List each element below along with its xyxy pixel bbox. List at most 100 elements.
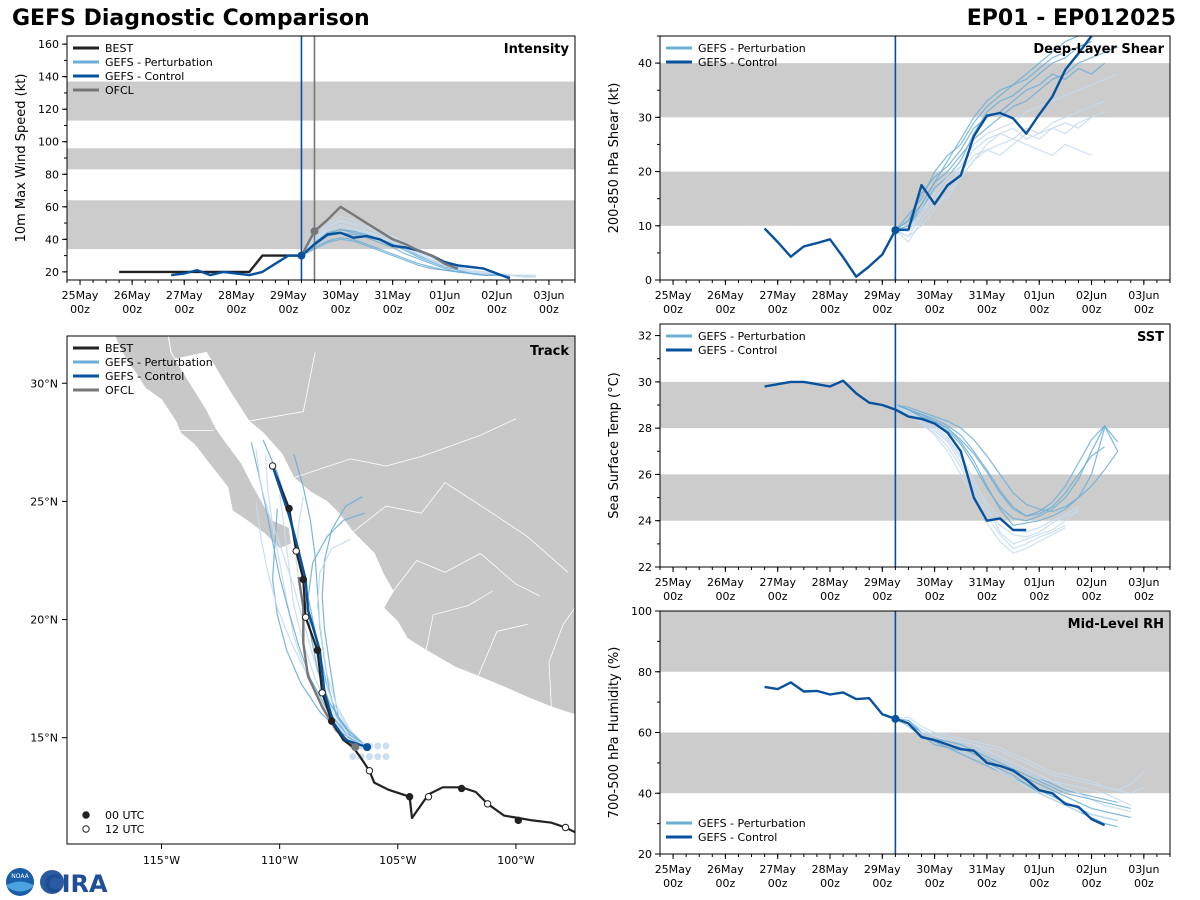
shear-ensemble-member-line bbox=[895, 116, 1092, 238]
track-marker-legend-label: 00 UTC bbox=[105, 809, 145, 822]
rh-x-tick-hour: 00z bbox=[1082, 877, 1102, 890]
rh-y-tick-label: 60 bbox=[638, 727, 652, 740]
rh-panel: 2040608010025May00z26May00z27May00z28May… bbox=[607, 605, 1171, 890]
shear-x-tick-hour: 00z bbox=[663, 303, 683, 316]
rh-plot-area bbox=[660, 611, 1170, 854]
state-border-line bbox=[548, 607, 575, 708]
track-y-tick-label: 20°N bbox=[30, 614, 58, 627]
intensity-band bbox=[67, 81, 575, 121]
sst-gefs-control-line bbox=[764, 379, 1027, 532]
shear-x-tick-date: 02Jun bbox=[1076, 289, 1107, 302]
rh-x-tick-date: 25May bbox=[655, 863, 692, 876]
intensity-legend-label: OFCL bbox=[105, 84, 135, 97]
intensity-x-tick-date: 02Jun bbox=[481, 289, 512, 302]
ensemble-start-dot bbox=[365, 753, 373, 761]
intensity-y-tick-label: 20 bbox=[45, 266, 59, 279]
track-frame bbox=[66, 335, 576, 845]
intensity-x-tick-date: 30May bbox=[322, 289, 359, 302]
sst-x-tick-hour: 00z bbox=[715, 590, 735, 603]
sst-x-tick-date: 31May bbox=[969, 576, 1006, 589]
intensity-x-tick-date: 29May bbox=[270, 289, 307, 302]
shear-x-tick-date: 30May bbox=[916, 289, 953, 302]
shear-x-tick-date: 25May bbox=[655, 289, 692, 302]
intensity-legend-label: BEST bbox=[105, 42, 133, 55]
intensity-ofcl-line bbox=[300, 205, 459, 270]
track-y-tick-label: 25°N bbox=[30, 495, 58, 508]
sst-x-tick-hour: 00z bbox=[663, 590, 683, 603]
intensity-y-tick-label: 80 bbox=[45, 168, 59, 181]
cira-noaa-logo: NOAA CIRA bbox=[6, 868, 108, 898]
rh-x-tick-hour: 00z bbox=[768, 877, 788, 890]
shear-start-marker bbox=[891, 226, 900, 235]
rh-x-tick-hour: 00z bbox=[925, 877, 945, 890]
control-track-line bbox=[271, 465, 368, 749]
sst-y-tick-label: 28 bbox=[638, 422, 652, 435]
intensity-x-tick-hour: 00z bbox=[70, 303, 90, 316]
rh-x-tick-hour: 00z bbox=[663, 877, 683, 890]
sst-ensemble-member-line bbox=[895, 404, 1106, 526]
intensity-x-tick-date: 26May bbox=[114, 289, 151, 302]
best-marker-12utc bbox=[424, 793, 433, 801]
sst-ensemble-member-line bbox=[895, 404, 1105, 517]
shear-plot-area bbox=[660, 36, 1170, 280]
intensity-plot-area bbox=[67, 36, 575, 280]
track-x-tick-label: 105°W bbox=[379, 854, 416, 867]
rh-x-tick-date: 28May bbox=[812, 863, 849, 876]
shear-title: Deep-Layer Shear bbox=[1033, 42, 1164, 57]
sst-x-tick-date: 01Jun bbox=[1024, 576, 1055, 589]
shear-y-tick-label: 10 bbox=[638, 220, 652, 233]
shear-ensemble-member-line bbox=[895, 138, 1092, 232]
sst-ensemble-member-line bbox=[895, 404, 1119, 513]
intensity-best-line bbox=[119, 254, 302, 274]
shear-x-tick-hour: 00z bbox=[977, 303, 997, 316]
rh-x-tick-date: 01Jun bbox=[1024, 863, 1055, 876]
rh-ensemble-member-line bbox=[895, 718, 1132, 806]
state-border-line bbox=[293, 456, 422, 479]
best-marker-00utc bbox=[285, 504, 293, 513]
intensity-y-axis-label: 10m Max Wind Speed (kt) bbox=[14, 74, 29, 243]
rh-x-tick-hour: 00z bbox=[977, 877, 997, 890]
rh-gefs-control-line bbox=[764, 681, 1106, 827]
shear-x-tick-date: 27May bbox=[759, 289, 796, 302]
sst-legend-label: GEFS - Control bbox=[698, 344, 777, 357]
best-marker-00utc bbox=[299, 575, 307, 584]
best-marker-00utc bbox=[457, 784, 466, 793]
shear-panel: 01020304025May00z26May00z27May00z28May00… bbox=[607, 35, 1171, 316]
intensity-title: Intensity bbox=[504, 42, 570, 57]
rh-y-tick-label: 80 bbox=[638, 666, 652, 679]
intensity-y-tick-label: 60 bbox=[45, 201, 59, 214]
shear-gefs-control-line bbox=[763, 36, 1093, 278]
sst-x-tick-date: 27May bbox=[759, 576, 796, 589]
ensemble-start-dot bbox=[374, 753, 382, 761]
shear-frame bbox=[659, 35, 1171, 281]
cira-logo-text: CIRA bbox=[44, 870, 108, 898]
best-marker-12utc bbox=[365, 767, 374, 775]
track-legend-label: OFCL bbox=[105, 384, 135, 397]
rh-y-tick-label: 100 bbox=[631, 605, 652, 618]
sst-x-tick-date: 03Jun bbox=[1128, 576, 1159, 589]
shear-x-tick-date: 29May bbox=[864, 289, 901, 302]
sst-band bbox=[660, 474, 1170, 521]
rh-ensemble-member-line bbox=[895, 716, 1145, 794]
intensity-x-tick-date: 25May bbox=[62, 289, 99, 302]
best-marker-12utc bbox=[292, 547, 300, 555]
best-marker-12utc bbox=[301, 613, 310, 621]
intensity-x-tick-hour: 00z bbox=[279, 303, 299, 316]
state-border-line bbox=[421, 418, 517, 457]
shear-x-tick-hour: 00z bbox=[715, 303, 735, 316]
shear-x-tick-hour: 00z bbox=[1134, 303, 1154, 316]
ensemble-start-dot bbox=[374, 742, 382, 750]
sst-y-tick-label: 30 bbox=[638, 376, 652, 389]
best-marker-12utc bbox=[483, 800, 492, 808]
intensity-ensemble-member-line bbox=[301, 225, 510, 276]
rh-y-tick-label: 40 bbox=[638, 787, 652, 800]
shear-band bbox=[660, 63, 1170, 118]
track-start-marker bbox=[351, 743, 360, 752]
track-x-tick-label: 115°W bbox=[143, 854, 180, 867]
sst-x-tick-date: 30May bbox=[916, 576, 953, 589]
sst-x-tick-hour: 00z bbox=[1134, 590, 1154, 603]
rh-x-tick-hour: 00z bbox=[715, 877, 735, 890]
intensity-y-tick-label: 120 bbox=[38, 103, 59, 116]
sst-frame bbox=[659, 323, 1171, 568]
track-x-tick-label: 100°W bbox=[497, 854, 534, 867]
